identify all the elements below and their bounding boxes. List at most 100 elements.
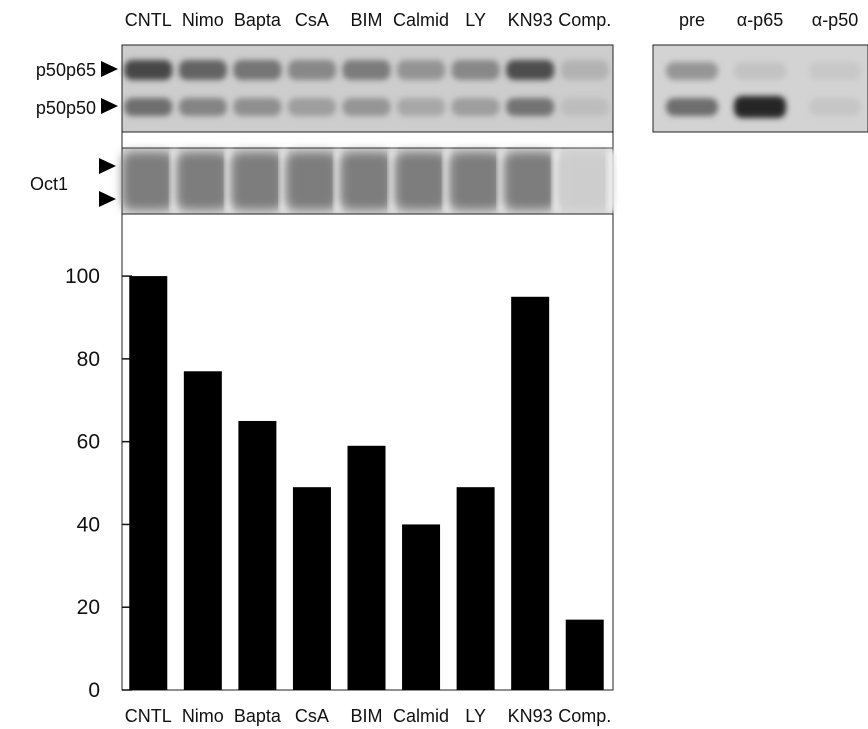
supershift-band bbox=[734, 62, 786, 80]
band-p50p65 bbox=[342, 60, 391, 80]
lane-label: BIM bbox=[350, 10, 382, 30]
y-tick-label: 80 bbox=[77, 348, 100, 371]
bar-csa bbox=[292, 487, 331, 690]
gel-lane bbox=[397, 60, 446, 116]
supershift-lane-label: pre bbox=[679, 10, 705, 30]
x-tick-label: BIM bbox=[350, 706, 382, 726]
band-oct1 bbox=[449, 152, 502, 210]
x-tick-label: CNTL bbox=[125, 706, 172, 726]
band-p50p65 bbox=[233, 60, 282, 80]
lane-label: Bapta bbox=[234, 10, 282, 30]
supershift-band bbox=[734, 96, 786, 118]
gel-lane bbox=[124, 60, 173, 116]
oct-lane bbox=[122, 150, 179, 212]
arrow-icon bbox=[99, 191, 116, 207]
y-axis: 0 20 40 60 80 100 bbox=[65, 265, 132, 702]
gel-lane bbox=[178, 60, 227, 116]
lane-label: Calmid bbox=[393, 10, 449, 30]
lane-gap bbox=[497, 150, 506, 212]
bar-kn93 bbox=[511, 296, 550, 690]
y-tick-label: 60 bbox=[77, 431, 100, 454]
lane-label: CsA bbox=[295, 10, 329, 30]
band-label-p50p50: p50p50 bbox=[36, 98, 96, 118]
band-p50p50 bbox=[397, 98, 446, 116]
gel-lane bbox=[506, 60, 555, 116]
supershift-band bbox=[666, 62, 718, 80]
lane-gap bbox=[334, 150, 343, 212]
supershift-band bbox=[666, 98, 718, 116]
gel-lane bbox=[342, 60, 391, 116]
oct-lane bbox=[504, 150, 561, 212]
gel-separator bbox=[121, 131, 614, 149]
oct-lane bbox=[231, 150, 288, 212]
band-oct1 bbox=[231, 152, 284, 210]
gel-lane bbox=[287, 60, 336, 116]
arrow-icon bbox=[101, 61, 118, 77]
supershift-lane bbox=[809, 62, 861, 116]
oct-lane bbox=[395, 150, 452, 212]
band-p50p50 bbox=[506, 98, 555, 116]
bar-bim bbox=[347, 445, 386, 690]
supershift-lane-labels: pre α-p65 α-p50 bbox=[679, 10, 858, 30]
arrow-icon bbox=[99, 158, 116, 174]
band-label-p50p65: p50p65 bbox=[36, 60, 96, 80]
supershift-lane-label: α-p50 bbox=[812, 10, 858, 30]
band-p50p50 bbox=[178, 98, 227, 116]
gel-lane-labels-top: CNTL Nimo Bapta CsA BIM Calmid LY KN93 Comp. bbox=[125, 10, 611, 30]
band-p50p50 bbox=[233, 98, 282, 116]
y-tick-label: 0 bbox=[88, 679, 100, 702]
lane-gap bbox=[170, 150, 179, 212]
band-p50p65 bbox=[397, 60, 446, 80]
y-tick-label: 100 bbox=[65, 265, 100, 288]
oct-lane bbox=[449, 150, 506, 212]
bar-nimo bbox=[183, 371, 222, 690]
gel-lane bbox=[233, 60, 282, 116]
lane-label: KN93 bbox=[508, 10, 553, 30]
gel-panel-main bbox=[121, 44, 614, 133]
oct-lane bbox=[285, 150, 343, 212]
lane-gap bbox=[225, 150, 234, 212]
lane-label: CNTL bbox=[125, 10, 172, 30]
band-p50p65 bbox=[506, 60, 555, 80]
band-p50p65 bbox=[560, 60, 609, 80]
x-axis-labels: CNTL Nimo Bapta CsA BIM Calmid LY KN93 Comp. bbox=[125, 706, 611, 726]
band-oct1 bbox=[395, 152, 448, 210]
bar-ly bbox=[456, 487, 495, 690]
supershift-bands bbox=[666, 62, 861, 118]
band-oct1 bbox=[176, 152, 229, 210]
oct-bands bbox=[122, 150, 615, 212]
band-p50p50 bbox=[287, 98, 336, 116]
x-tick-label: KN93 bbox=[508, 706, 553, 726]
lane-gap bbox=[552, 150, 561, 212]
arrow-icon bbox=[101, 98, 118, 114]
gel-lane bbox=[560, 60, 609, 116]
supershift-lane-label: α-p65 bbox=[737, 10, 783, 30]
band-p50p65 bbox=[287, 60, 336, 80]
lane-gap bbox=[443, 150, 452, 212]
bar-cntl bbox=[129, 276, 168, 690]
gel-bands bbox=[124, 60, 609, 116]
band-p50p50 bbox=[451, 98, 500, 116]
band-p50p50 bbox=[560, 98, 609, 116]
band-oct1 bbox=[340, 152, 393, 210]
y-tick-label: 40 bbox=[77, 513, 100, 536]
band-oct1 bbox=[285, 152, 338, 210]
x-tick-label: LY bbox=[465, 706, 486, 726]
band-p50p50 bbox=[342, 98, 391, 116]
lane-gap bbox=[607, 150, 615, 212]
lane-label: LY bbox=[465, 10, 486, 30]
bar-calmid bbox=[402, 524, 441, 690]
band-p50p65 bbox=[451, 60, 500, 80]
lane-label: Comp. bbox=[558, 10, 611, 30]
bar-bapta bbox=[238, 420, 277, 690]
oct-lane bbox=[340, 150, 397, 212]
band-oct1 bbox=[122, 152, 175, 210]
supershift-band bbox=[809, 98, 861, 116]
y-tick-label: 20 bbox=[77, 596, 100, 619]
supershift-band bbox=[809, 62, 861, 80]
bars bbox=[129, 276, 604, 690]
band-p50p65 bbox=[124, 60, 173, 80]
bar-comp bbox=[565, 619, 604, 690]
supershift-lane bbox=[734, 62, 786, 118]
